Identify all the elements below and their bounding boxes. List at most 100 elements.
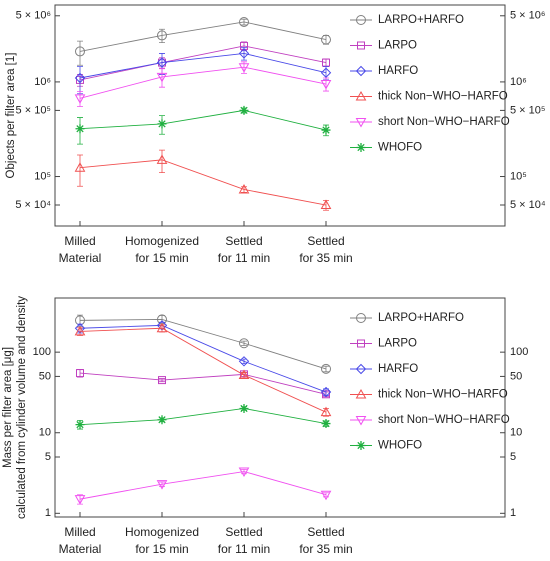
- error-bar: [159, 481, 165, 487]
- y2-tick-label: 50: [510, 370, 522, 382]
- marker: [356, 441, 366, 450]
- series: WHOFO: [77, 406, 422, 452]
- marker: [156, 154, 168, 164]
- series: LARPO+HARFO: [75, 14, 464, 66]
- legend-label: WHOFO: [378, 440, 422, 452]
- x-tick-label: Homogenized for 15 min: [124, 234, 200, 265]
- x-tick-label: Settled for 35 min: [299, 234, 353, 265]
- error-bar: [323, 35, 329, 45]
- marker: [320, 67, 332, 78]
- y-tick-label: 1: [45, 507, 51, 519]
- marker: [320, 406, 332, 417]
- error-bar: [323, 492, 329, 498]
- series-line: [79, 318, 327, 370]
- legend-label: LARPO+HARFO: [378, 312, 464, 324]
- series-line: [79, 327, 327, 413]
- marker: [238, 467, 250, 478]
- x-tick-label: Milled Material: [58, 525, 102, 556]
- marker: [356, 313, 366, 323]
- series-line: [79, 372, 327, 395]
- y2-tick-label: 1: [510, 507, 516, 519]
- marker: [74, 162, 86, 172]
- marker: [355, 363, 367, 375]
- y-tick-label: 5: [45, 451, 51, 463]
- marker: [238, 369, 250, 380]
- marker: [355, 90, 367, 101]
- y-tick-label: 5 × 10⁴: [15, 199, 51, 211]
- error-bar: [241, 340, 247, 346]
- y-tick-label: 10⁵: [34, 170, 51, 182]
- marker: [320, 490, 332, 501]
- y-axis-label: Mass per filter area [μg]: [2, 347, 14, 468]
- x-tick-label: Milled Material: [58, 234, 102, 265]
- marker: [238, 183, 250, 194]
- y2-tick-label: 5 × 10⁶: [510, 10, 545, 22]
- marker: [74, 325, 86, 336]
- marker: [357, 41, 365, 50]
- marker: [321, 419, 331, 429]
- y-tick-label: 10: [39, 427, 51, 439]
- y-axis-label: calculated from cylinder volume and dens…: [16, 296, 28, 519]
- marker: [355, 65, 367, 77]
- marker: [76, 369, 84, 378]
- plot-frame: [54, 4, 506, 227]
- marker: [75, 420, 85, 430]
- x-tick-label: Settled for 11 min: [217, 525, 271, 556]
- legend-label: thick Non−WHO−HARFO: [378, 91, 508, 103]
- series-line: [79, 66, 327, 99]
- y2-tick-label: 10: [510, 427, 522, 439]
- marker: [357, 339, 365, 348]
- y2-tick-label: 5 × 10⁵: [510, 104, 545, 116]
- y-tick-label: 10⁶: [34, 76, 51, 88]
- error-bar: [323, 365, 329, 373]
- series-line: [79, 408, 327, 426]
- series-line: [79, 109, 327, 131]
- x-tick-label: Settled for 35 min: [299, 525, 353, 556]
- series: LARPO: [76, 40, 417, 87]
- marker: [239, 403, 249, 413]
- marker: [156, 480, 168, 490]
- series: WHOFO: [77, 107, 422, 154]
- marker: [156, 72, 168, 83]
- marker: [321, 125, 331, 135]
- legend-label: WHOFO: [378, 142, 422, 154]
- y2-tick-label: 5 × 10⁴: [510, 199, 546, 211]
- marker: [74, 72, 86, 84]
- series-line: [79, 45, 327, 81]
- marker: [239, 338, 249, 349]
- marker: [157, 415, 167, 425]
- plot-frame: [54, 297, 506, 518]
- series: HARFO: [74, 47, 418, 95]
- legend-label: LARPO+HARFO: [378, 14, 464, 26]
- marker: [356, 143, 366, 152]
- error-bar: [323, 58, 329, 68]
- marker: [239, 16, 249, 27]
- error-bar: [241, 18, 247, 26]
- error-bar: [77, 40, 83, 66]
- series-line: [79, 471, 327, 500]
- error-bar: [241, 186, 247, 193]
- marker: [355, 388, 367, 399]
- y2-tick-label: 10⁵: [510, 170, 527, 182]
- error-bar: [159, 149, 165, 174]
- marker: [238, 48, 250, 59]
- legend-label: short Non−WHO−HARFO: [378, 414, 510, 426]
- x-tick-label: Homogenized for 15 min: [124, 525, 200, 556]
- marker: [156, 322, 168, 333]
- series-line: [79, 21, 327, 52]
- error-bar: [241, 358, 247, 365]
- legend-label: LARPO: [378, 338, 417, 350]
- marker: [75, 124, 85, 134]
- y-tick-label: 5 × 10⁵: [16, 104, 51, 116]
- series: short Non−WHO−HARFO: [74, 414, 510, 505]
- error-bar: [77, 154, 83, 187]
- marker: [321, 34, 331, 45]
- x-tick-label: Settled for 11 min: [217, 234, 271, 265]
- marker: [157, 119, 167, 129]
- series: HARFO: [74, 320, 418, 398]
- error-bar: [241, 372, 247, 379]
- error-bar: [77, 91, 83, 107]
- marker: [239, 105, 249, 115]
